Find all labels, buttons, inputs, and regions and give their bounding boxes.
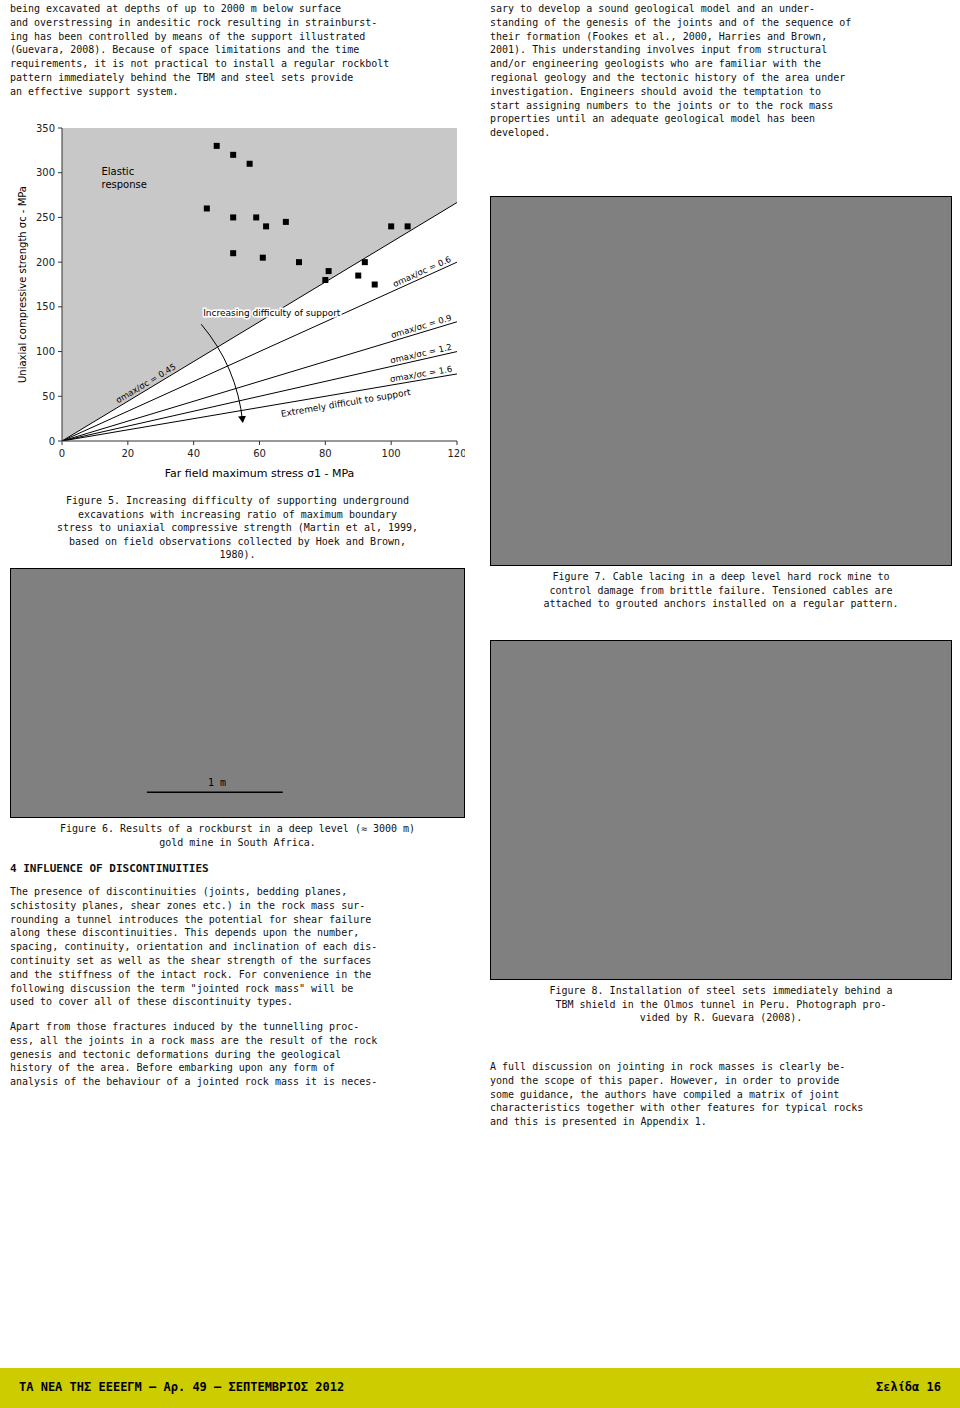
ratio-line [62, 374, 457, 441]
scale-bar-layer: 1 m [11, 569, 464, 817]
section-text2: Apart from those fractures induced by th… [10, 1020, 465, 1089]
x-tick [391, 441, 392, 445]
data-point [362, 259, 368, 265]
data-point [204, 205, 210, 211]
y-tick-label: 300 [36, 167, 55, 178]
data-point [260, 255, 266, 261]
extreme-label: Extremely difficult to support [280, 387, 412, 419]
difficulty-arrow [201, 324, 243, 422]
left-col-text-top: being excavated at depths of up to 2000 … [10, 2, 465, 99]
x-tick-label: 60 [253, 448, 266, 459]
x-tick [325, 441, 326, 445]
section-text1: The presence of discontinuities (joints,… [10, 885, 465, 1009]
data-point [247, 161, 253, 167]
y-tick-label: 0 [49, 436, 55, 447]
elastic-label: Elastic response [102, 166, 147, 190]
y-tick [58, 128, 62, 129]
y-tick-label: 50 [42, 391, 55, 402]
y-axis-label: Uniaxial compressive strength σc - MPa [17, 186, 28, 383]
y-tick-label: 200 [36, 257, 55, 268]
annotations: σmax/σc = 0.45 σmax/σc = 0.6 σmax/σc = 0.9… [102, 166, 453, 422]
data-point [405, 223, 411, 229]
elastic-label-line: response [102, 179, 147, 190]
plot-background [62, 128, 457, 441]
data-point [372, 282, 378, 288]
ratio-line [62, 262, 457, 441]
data-point [214, 143, 220, 149]
y-tick [58, 172, 62, 173]
fig5-caption: Figure 5. Increasing difficulty of suppo… [10, 494, 465, 562]
data-point [230, 152, 236, 158]
elastic-label-line: Elastic [102, 166, 135, 177]
x-tick-label: 120 [447, 448, 465, 459]
footer-right: Σελίδα 16 [876, 1380, 941, 1394]
y-tick [58, 306, 62, 307]
data-point [322, 277, 328, 283]
x-tick [62, 441, 63, 445]
ratio-label: σmax/σc = 0.45 [114, 361, 178, 405]
y-tick [58, 441, 62, 442]
x-tick [457, 441, 458, 445]
data-point [326, 268, 332, 274]
data-point [230, 214, 236, 220]
y-tick-label: 250 [36, 212, 55, 223]
chart: 0 20 40 60 80 100 120 0 50 100 150 200 250 300 350 Far … [10, 120, 465, 488]
plot: 0 20 40 60 80 100 120 0 50 100 150 200 250 300 350 Far … [17, 123, 465, 481]
x-tick-label: 100 [382, 448, 401, 459]
y-tick [58, 396, 62, 397]
data-point [230, 250, 236, 256]
y-tick [58, 351, 62, 352]
plot-data [62, 128, 457, 441]
right-bottom-text: A full discussion on jointing in rock ma… [490, 1060, 952, 1129]
photo-placeholder: 1 m [10, 568, 465, 818]
x-axis-label: Far field maximum stress σ1 - MPa [165, 467, 355, 480]
data-point [253, 214, 259, 220]
x-tick-label: 80 [319, 448, 332, 459]
y-tick [58, 262, 62, 263]
ratio-line [62, 322, 457, 441]
scale-label: 1 m [208, 777, 226, 788]
y-tick-label: 350 [36, 123, 55, 134]
ratio-label: σmax/σc = 0.9 [390, 312, 453, 340]
data-point [388, 223, 394, 229]
scale-bar [147, 791, 283, 793]
footer: ΤΑ ΝΕΑ ΤΗΣ ΕΕΕΕΓΜ – Αρ. 49 – ΣΕΠΤΕΜΒΡΙΟΣ… [0, 1368, 960, 1408]
ratio-label: σmax/σc = 0.6 [391, 254, 452, 289]
right-col-text-top: sary to develop a sound geological model… [490, 2, 952, 140]
y-tick [58, 217, 62, 218]
ratio-label: σmax/σc = 1.6 [389, 364, 453, 384]
ratio-label: σmax/σc = 1.2 [389, 342, 453, 366]
data-point [296, 259, 302, 265]
footer-left: ΤΑ ΝΕΑ ΤΗΣ ΕΕΕΕΓΜ – Αρ. 49 – ΣΕΠΤΕΜΒΡΙΟΣ… [19, 1380, 344, 1394]
section-title: 4 INFLUENCE OF DISCONTINUITIES [10, 862, 465, 876]
photo-placeholder [490, 196, 952, 566]
data-point [283, 219, 289, 225]
x-tick [127, 441, 128, 445]
y-tick-label: 100 [36, 346, 55, 357]
fig7-caption: Figure 7. Cable lacing in a deep level h… [490, 570, 952, 611]
x-tick-label: 40 [187, 448, 200, 459]
y-tick-label: 150 [36, 301, 55, 312]
fig6-caption: Figure 6. Results of a rockburst in a de… [10, 822, 465, 849]
x-tick [259, 441, 260, 445]
photo-placeholder [490, 640, 952, 980]
x-tick-label: 0 [59, 448, 65, 459]
ratio-line [62, 203, 457, 441]
ratio-line [62, 352, 457, 441]
elastic-region [62, 128, 457, 441]
fig8-caption: Figure 8. Installation of steel sets imm… [490, 984, 952, 1025]
difficulty-label: Increasing difficulty of support [203, 308, 341, 318]
page: { "page_bg": "#ffffff", "footer_color": … [0, 0, 960, 1408]
data-point [355, 273, 361, 279]
x-tick [193, 441, 194, 445]
y-axis [62, 128, 63, 441]
data-point [263, 223, 269, 229]
x-tick-label: 20 [121, 448, 134, 459]
